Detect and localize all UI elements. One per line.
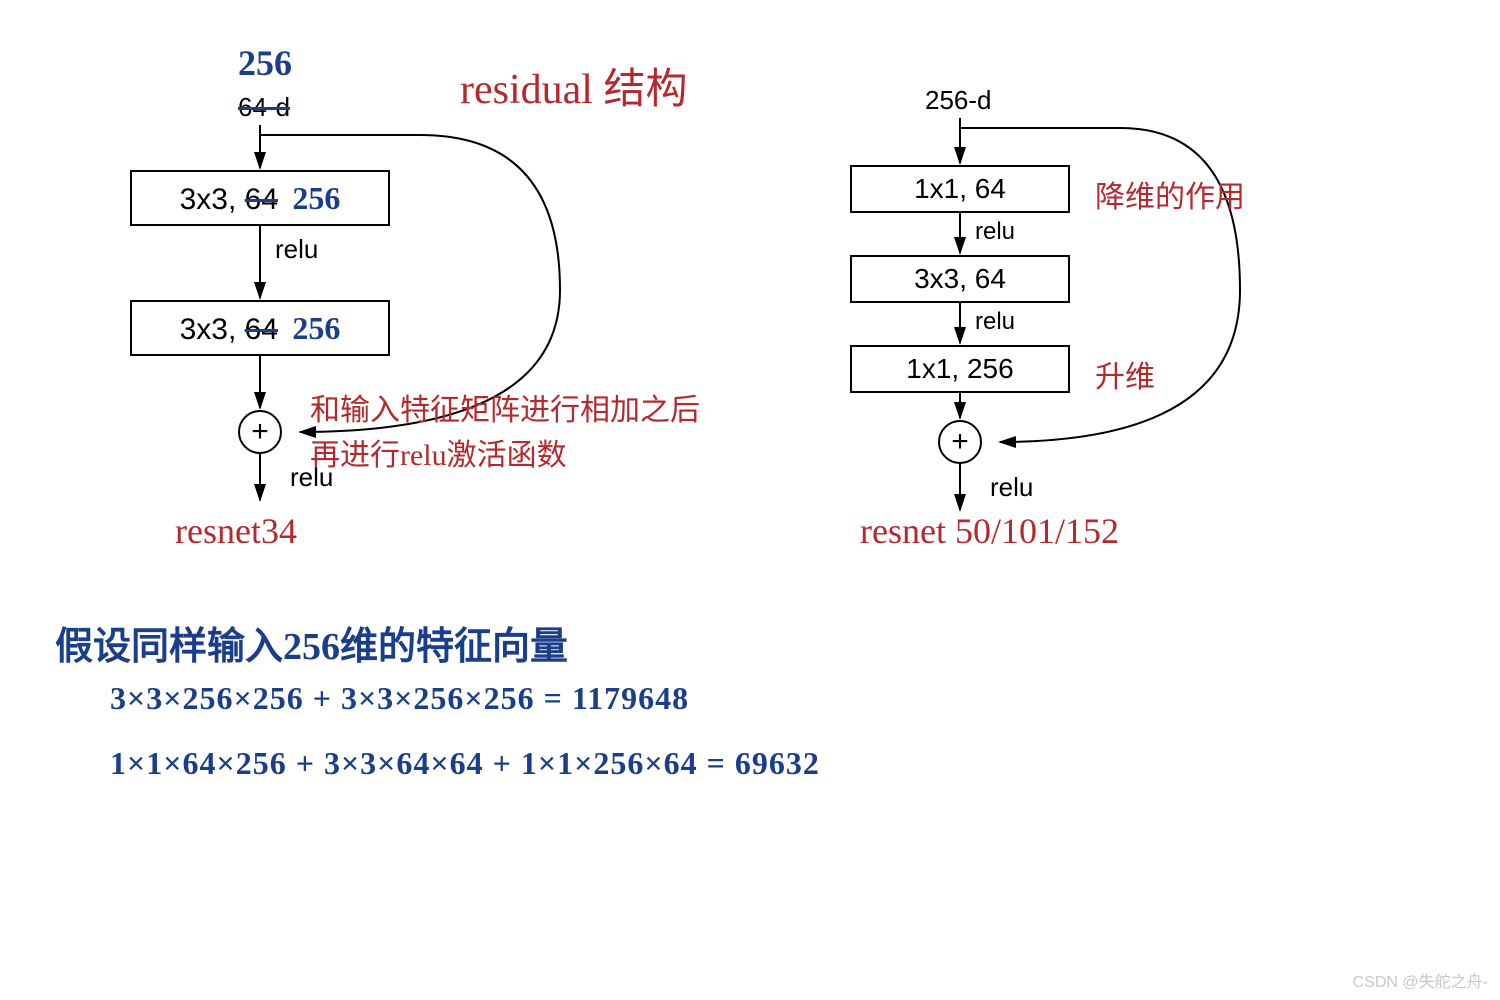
arrows-layer	[0, 0, 1500, 1000]
right-conv-box-3: 1x1, 256	[850, 345, 1070, 393]
right-plus-node: +	[938, 420, 982, 464]
left-relu-1: relu	[275, 234, 318, 265]
left-input-hand-256: 256	[238, 42, 292, 84]
left-conv-box-1: 3x3, 64 256	[130, 170, 390, 226]
right-relu-2: relu	[975, 308, 1015, 336]
right-caption-resnet50: resnet 50/101/152	[860, 510, 1119, 552]
right-relu-bottom: relu	[990, 472, 1033, 503]
left-plus-node: +	[238, 410, 282, 454]
middle-annotation-line2: 再进行relu激活函数	[310, 430, 567, 474]
left-caption-resnet34: resnet34	[175, 510, 297, 552]
middle-annotation-line1: 和输入特征矩阵进行相加之后	[310, 385, 700, 429]
left-conv-box-2: 3x3, 64 256	[130, 300, 390, 356]
diagram-title: residual 结构	[460, 55, 687, 116]
watermark: CSDN @失舵之舟-	[1353, 968, 1488, 992]
bottom-calc-2: 1×1×64×256 + 3×3×64×64 + 1×1×256×64 = 69…	[110, 745, 820, 782]
right-side-label-1: 降维的作用	[1095, 172, 1245, 216]
left-input-printed: 64-d	[238, 92, 290, 123]
right-input-printed: 256-d	[925, 85, 992, 116]
right-side-label-3: 升维	[1095, 352, 1155, 396]
right-conv-box-2: 3x3, 64	[850, 255, 1070, 303]
right-relu-1: relu	[975, 218, 1015, 246]
bottom-heading: 假设同样输入256维的特征向量	[55, 615, 568, 670]
bottom-calc-1: 3×3×256×256 + 3×3×256×256 = 1179648	[110, 680, 689, 717]
right-conv-box-1: 1x1, 64	[850, 165, 1070, 213]
